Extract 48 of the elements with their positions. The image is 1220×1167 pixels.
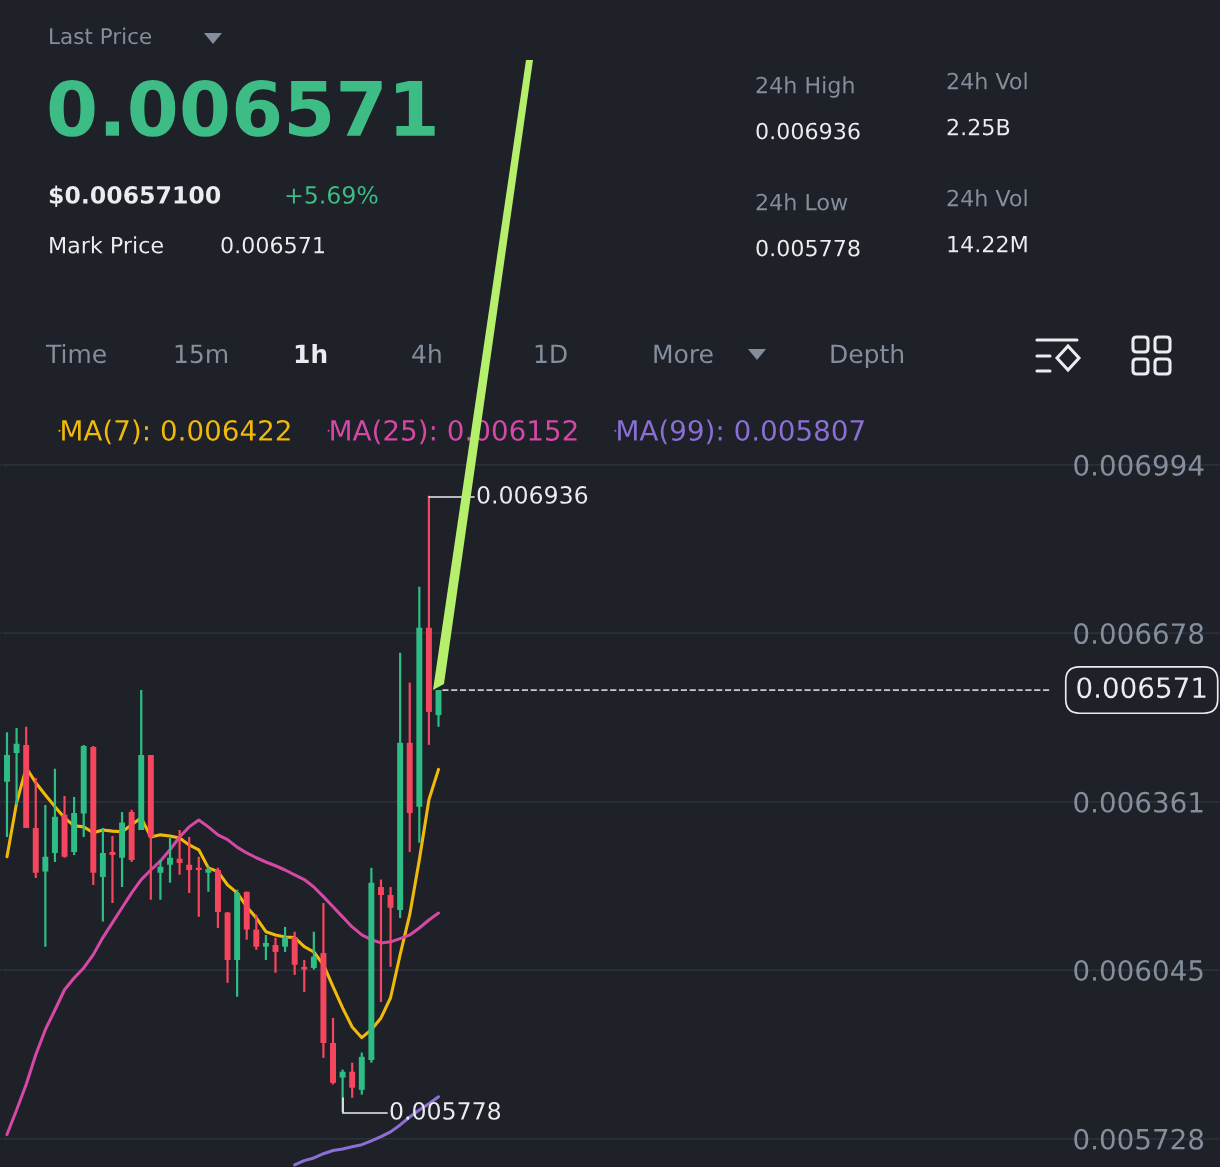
text: More [654,344,713,364]
annotation: 0.006936 [477,485,588,504]
candlestick [176,828,183,876]
text: 1D [535,344,567,363]
candlestick [339,1068,346,1114]
candlestick [205,865,212,893]
text: 0.005778 [756,239,860,257]
candlestick [157,858,164,901]
y-tick-label: 0.006045 [1074,960,1203,982]
text: 4h [412,343,441,363]
candlestick [262,933,269,962]
candlestick [186,835,193,894]
legend-label: MA(7): 0.006422 [62,419,290,445]
text: 15m [175,344,228,364]
text: Last Price [50,27,152,45]
text: $0.00657100 [49,185,221,207]
text: 24h Vol [947,72,1027,90]
candlestick [195,855,202,918]
candlestick [349,1061,356,1099]
text: +5.69% [286,185,378,204]
candlestick [13,726,20,807]
text: 0.006571 [49,80,435,137]
text: 24h High [756,76,854,98]
candlestick [167,836,173,884]
text: Mark Price [50,236,163,254]
candlestick [301,958,308,993]
text: 0.006936 [756,122,860,140]
text: Time [45,343,106,364]
y-tick-label: 0.005728 [1074,1128,1204,1150]
candlestick [377,878,384,1004]
y-tick-label: 0.006994 [1074,454,1204,476]
y-tick-label: 0.006361 [1074,791,1203,813]
text: 2.25B [947,118,1010,136]
legend-label: MA(99): 0.005807 [618,419,864,445]
text: 14.22M [948,235,1027,253]
text: 1h [295,343,327,363]
text: 24h Low [756,193,848,211]
y-tick-label: 0.006678 [1074,623,1204,645]
candlestick [99,826,106,923]
candlestick [387,885,394,968]
text: Depth [831,343,904,369]
candlestick [282,925,289,954]
text: 24h Vol [947,189,1027,207]
text: 0.006571 [221,236,324,254]
candlestick [310,930,317,971]
ref-line-label: 0.006571 [1077,677,1206,699]
candlestick [253,913,260,951]
candlestick [42,803,49,948]
